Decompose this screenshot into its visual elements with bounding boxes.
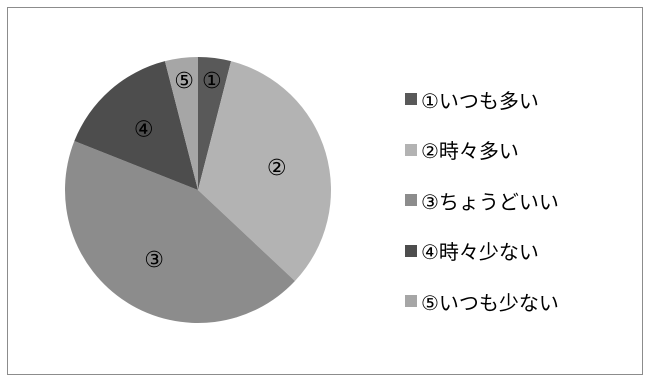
pie-slice-label-1: ① [202,69,222,94]
legend-swatch-2 [405,143,417,156]
pie-slice-3 [65,141,295,323]
legend-label-5: ⑤いつも少ない [421,290,559,315]
pie-slice-labels: ① ② ③ ④⑤ [134,69,287,273]
pie-slice-2 [198,61,332,282]
pie-slice-label-4: ④ [134,117,154,142]
legend-swatch-4 [405,244,417,257]
legend-label-1: ①いつも多い [421,88,539,113]
pie-slice-1 [198,57,232,190]
legend-swatch-5 [405,295,417,307]
legend-item-4: ④時々少ない [405,238,635,264]
legend-item-5: ⑤いつも少ない [405,288,635,315]
legend-swatch-3 [405,194,417,206]
pie-slice-label-3: ③ [144,248,164,273]
legend: ①いつも多い ②時々多い ③ちょうどいい ④時々少ない ⑤いつも少ない [405,86,635,339]
legend-label-2: ②時々多い [421,139,519,163]
legend-item-3: ③ちょうどいい [405,187,635,214]
pie-slice-label-2: ② [267,156,287,181]
legend-item-1: ①いつも多い [405,86,635,113]
pie-slice-4 [74,61,198,191]
legend-item-2: ②時々多い [405,137,635,163]
legend-swatch-1 [405,93,417,105]
pie-slice-5 [164,57,198,190]
legend-label-4: ④時々少ない [421,240,539,264]
pie-slice-label-5: ⑤ [174,69,194,94]
pie-slices [65,57,332,323]
legend-label-3: ③ちょうどいい [421,189,559,214]
